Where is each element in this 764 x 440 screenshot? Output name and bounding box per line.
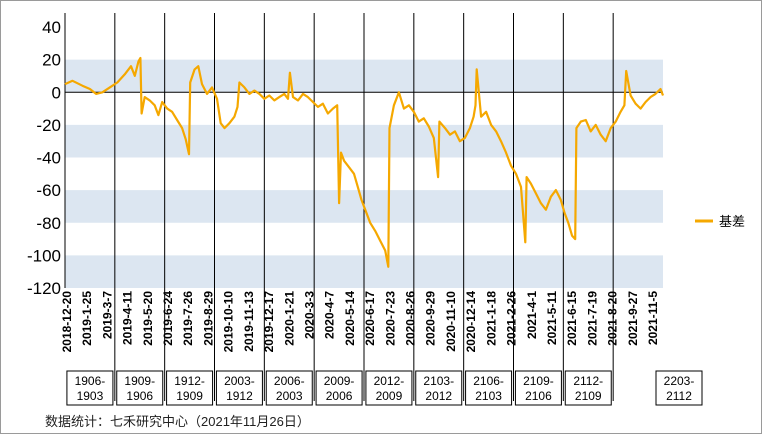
contract-box-frame-3: [215, 370, 263, 406]
y-tick-label-5: -60: [36, 181, 61, 200]
y-tick-label-8: -120: [27, 279, 61, 298]
x-tick-label-9: 2019-11-13: [242, 291, 256, 352]
x-tick-label-12: 2020-3-3: [302, 291, 316, 339]
contract-label-top-2: 1912-: [174, 374, 205, 388]
contract-box-7: 2103-2012: [415, 370, 463, 406]
legend-label: 基差: [719, 214, 745, 229]
contract-box-frame-11: [655, 370, 703, 406]
contract-box-2: 1912-1909: [166, 370, 214, 406]
contract-box-8: 2106-2103: [465, 370, 513, 406]
contract-box-5: 2009-2006: [315, 370, 363, 406]
contract-label-top-3: 2003-: [224, 374, 255, 388]
contract-box-6: 2012-2009: [365, 370, 413, 406]
contract-label-top-1: 1909-: [124, 374, 155, 388]
contract-label-bottom-5: 2006: [326, 389, 353, 403]
contract-box-frame-7: [415, 370, 463, 406]
contract-box-frame-9: [514, 370, 562, 406]
x-tick-label-23: 2021-4-1: [525, 291, 539, 339]
contract-label-bottom-4: 2003: [276, 389, 303, 403]
contract-label-bottom-8: 2103: [475, 389, 502, 403]
x-tick-label-13: 2020-4-7: [323, 291, 337, 339]
x-tick-label-7: 2019-8-29: [201, 291, 215, 346]
contract-label-bottom-2: 1909: [176, 389, 203, 403]
contract-box-4: 2006-2003: [265, 370, 313, 406]
x-tick-label-3: 2019-4-11: [121, 291, 135, 345]
contract-label-top-11: 2203-: [664, 374, 695, 388]
source-note: 数据统计：七禾研究中心（2021年11月26日）: [45, 414, 310, 429]
x-tick-label-1: 2019-1-25: [80, 291, 94, 346]
y-tick-label-6: -80: [36, 214, 61, 233]
contract-box-frame-1: [116, 370, 164, 406]
x-tick-label-28: 2021-9-27: [626, 291, 640, 346]
x-tick-label-18: 2020-9-29: [424, 291, 438, 346]
y-tick-label-4: -40: [36, 149, 61, 168]
contract-box-frame-0: [66, 370, 114, 406]
contract-label-top-7: 2103-: [423, 374, 454, 388]
y-tick-label-7: -100: [27, 246, 61, 265]
contract-label-bottom-6: 2009: [376, 389, 403, 403]
contract-label-top-4: 2006-: [274, 374, 305, 388]
contract-box-frame-2: [166, 370, 214, 406]
contract-label-bottom-9: 2106: [525, 389, 552, 403]
contract-box-frame-6: [365, 370, 413, 406]
contract-box-frame-8: [465, 370, 513, 406]
contract-box-frame-10: [564, 370, 612, 406]
contract-label-top-6: 2012-: [374, 374, 405, 388]
x-tick-label-2: 2019-3-7: [100, 291, 114, 339]
x-tick-label-6: 2019-7-26: [181, 291, 195, 346]
contract-box-0: 1906-1903: [66, 370, 114, 406]
x-tick-label-8: 2019-10-10: [222, 291, 236, 353]
x-tick-label-15: 2020-6-17: [363, 291, 377, 346]
y-tick-label-3: -20: [36, 116, 61, 135]
contract-label-bottom-0: 1903: [77, 389, 104, 403]
x-tick-label-27: 2021-8-20: [606, 291, 620, 346]
contract-label-top-8: 2106-: [473, 374, 504, 388]
contract-label-bottom-7: 2012: [425, 389, 452, 403]
y-tick-label-0: 40: [42, 18, 61, 37]
contract-label-top-0: 1906-: [75, 374, 106, 388]
y-tick-label-1: 20: [42, 51, 61, 70]
x-tick-label-24: 2021-5-11: [545, 291, 559, 345]
contract-label-bottom-1: 1906: [126, 389, 153, 403]
x-tick-label-26: 2021-7-19: [585, 291, 599, 346]
x-tick-label-22: 2021-2-26: [505, 291, 519, 346]
x-tick-label-14: 2020-5-14: [343, 291, 357, 346]
x-tick-label-16: 2020-7-23: [383, 291, 397, 346]
contract-box-frame-4: [265, 370, 313, 406]
contract-label-top-10: 2112-: [573, 374, 603, 388]
contract-box-9: 2109-2106: [514, 370, 562, 406]
x-tick-label-19: 2020-11-10: [444, 291, 458, 352]
contract-label-bottom-11: 2112: [666, 389, 692, 403]
x-tick-label-29: 2021-11-5: [646, 291, 660, 345]
x-tick-label-21: 2021-1-18: [484, 291, 498, 346]
y-tick-label-2: 0: [52, 83, 61, 102]
x-tick-label-11: 2020-1-21: [282, 291, 296, 346]
x-tick-label-0: 2018-12-20: [60, 291, 74, 353]
contract-box-11: 2203-2112: [655, 370, 703, 406]
x-tick-label-10: 2019-12-17: [262, 291, 276, 353]
contract-box-3: 2003-1912: [215, 370, 263, 406]
contract-label-top-5: 2009-: [324, 374, 355, 388]
x-tick-label-4: 2019-5-20: [141, 291, 155, 346]
contract-label-bottom-3: 1912: [226, 389, 253, 403]
contract-box-frame-5: [315, 370, 363, 406]
basis-series-line: [64, 56, 665, 268]
contract-label-top-9: 2109-: [523, 374, 554, 388]
x-tick-label-17: 2020-8-26: [404, 291, 418, 346]
contract-box-10: 2112-2109: [564, 370, 612, 406]
x-tick-label-5: 2019-6-24: [161, 291, 175, 346]
contract-label-bottom-10: 2109: [575, 389, 602, 403]
contract-box-1: 1909-1906: [116, 370, 164, 406]
x-tick-label-25: 2021-6-15: [565, 291, 579, 346]
x-tick-label-20: 2020-12-14: [464, 291, 478, 353]
